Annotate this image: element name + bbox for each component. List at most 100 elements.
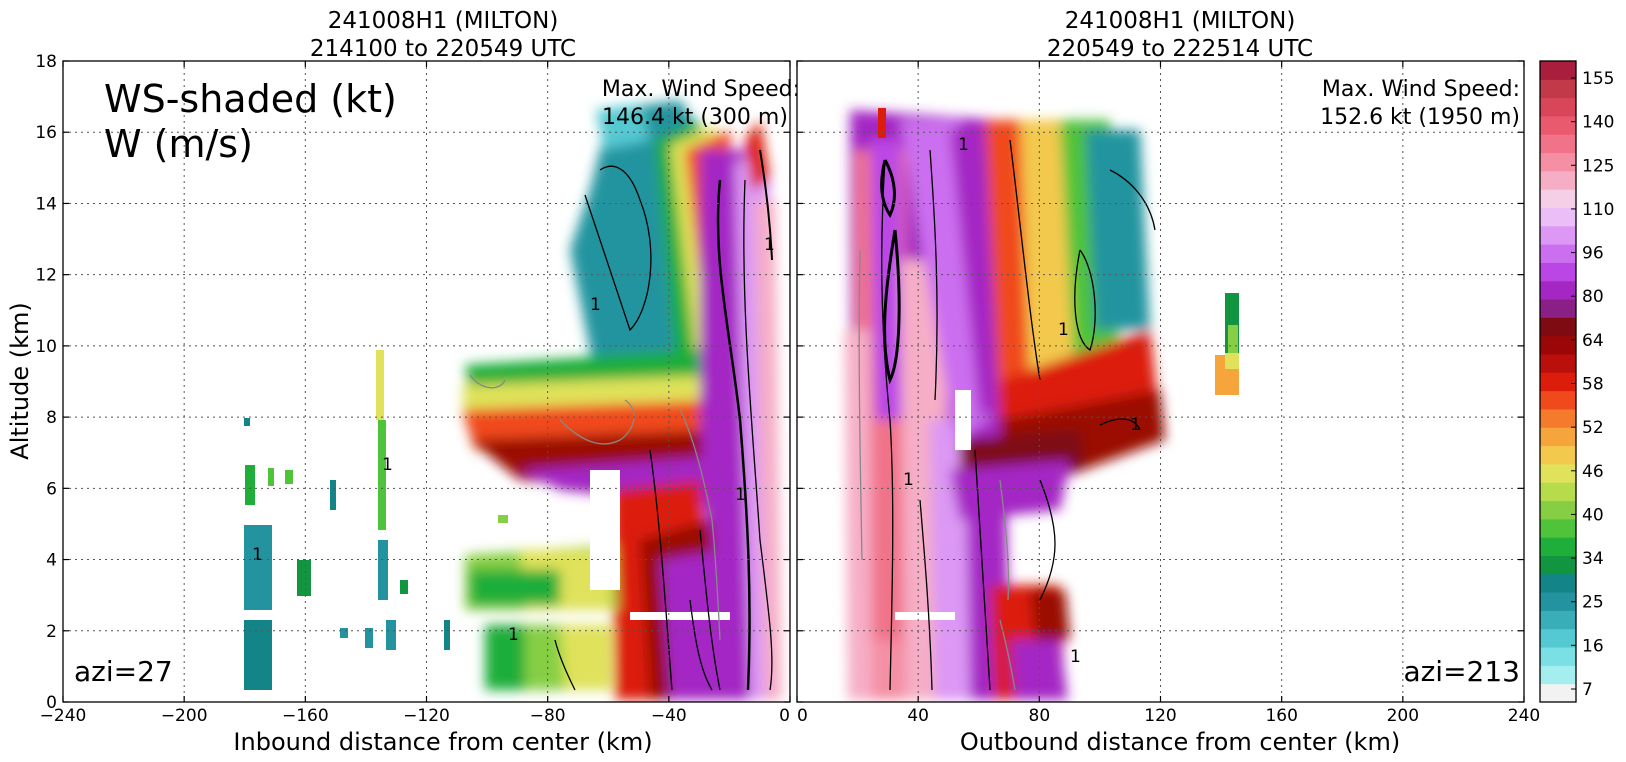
colorbar-label: 155 [1582, 69, 1614, 89]
svg-text:1: 1 [1070, 647, 1081, 667]
colorbar-band [1540, 610, 1576, 630]
left-w-contours-negative [469, 374, 721, 641]
y-tick-label: 0 [46, 693, 57, 713]
right-panel: 241008H1 (MILTON) 220549 to 222514 UTC [796, 8, 1540, 756]
left-x-tick-label: −80 [530, 706, 566, 726]
svg-text:1: 1 [735, 485, 746, 505]
right-x-tick-label: 40 [907, 706, 929, 726]
colorbar-label: 52 [1582, 418, 1604, 438]
right-x-tick-label: 120 [1144, 706, 1176, 726]
svg-text:1: 1 [252, 545, 263, 565]
right-w-contours-negative [858, 249, 1016, 691]
colorbar-label: 40 [1582, 505, 1604, 525]
colorbar-label: 80 [1582, 287, 1604, 307]
colorbar-band [1540, 61, 1576, 80]
colorbar-label: 96 [1582, 244, 1604, 264]
colorbar-frame [1539, 60, 1577, 703]
right-x-tick-label: 200 [1387, 706, 1419, 726]
y-tick-label: 18 [35, 52, 57, 72]
svg-text:1: 1 [1058, 320, 1069, 340]
colorbar-band [1540, 244, 1576, 263]
svg-text:1: 1 [590, 295, 601, 315]
colorbar-band [1540, 592, 1576, 611]
y-tick-label: 16 [35, 123, 57, 143]
colorbar-band [1540, 445, 1576, 465]
left-w-contours [554, 149, 773, 691]
colorbar-band [1540, 628, 1576, 648]
y-tick-label: 8 [46, 408, 57, 428]
left-contour-labels: 1 1 1 1 1 1 [252, 235, 775, 645]
colorbar-label: 58 [1582, 375, 1604, 395]
colorbar-label: 16 [1582, 636, 1604, 656]
colorbar-band [1540, 573, 1576, 593]
svg-text:1: 1 [903, 470, 914, 490]
y-tick-label: 2 [46, 622, 57, 642]
right-contour-labels: 1 1 1 1 1 [903, 135, 1141, 667]
colorbar-band [1540, 537, 1576, 556]
colorbar-band [1540, 683, 1576, 703]
svg-text:1: 1 [958, 135, 969, 155]
colorbar-band [1540, 97, 1576, 117]
svg-text:1: 1 [1130, 415, 1141, 435]
right-grid [797, 61, 1524, 702]
colorbar-label: 140 [1582, 113, 1614, 133]
left-max-wind-line1: Max. Wind Speed: [602, 77, 800, 102]
colorbar-labels: 155 140 125 110 96 80 64 58 52 46 40 34 25 16 7 [1571, 69, 1614, 700]
colorbar-band [1540, 463, 1576, 483]
colorbar-band [1540, 207, 1576, 227]
colorbar-label: 125 [1582, 156, 1614, 176]
colorbar-band [1540, 390, 1576, 410]
right-wind-field: 1 1 1 1 1 [845, 108, 1239, 700]
colorbar-label: 110 [1582, 200, 1614, 220]
right-max-wind-line1: Max. Wind Speed: [1322, 77, 1520, 102]
svg-text:1: 1 [764, 235, 775, 255]
colorbar-band [1540, 225, 1576, 245]
left-title-line1: 241008H1 (MILTON) [328, 8, 559, 34]
right-x-tick-label: 160 [1265, 706, 1297, 726]
left-x-tick-label: −40 [651, 706, 687, 726]
colorbar-label: 34 [1582, 549, 1604, 569]
left-title-line2: 214100 to 220549 UTC [310, 36, 576, 62]
left-max-wind-line2: 146.4 kt (300 m) [602, 105, 788, 130]
colorbar: 155 140 125 110 96 80 64 58 52 46 40 34 25 16 7 [1539, 60, 1614, 703]
colorbar-band [1540, 354, 1576, 373]
colorbar-label: 7 [1582, 680, 1593, 700]
colorbar-label: 46 [1582, 462, 1604, 482]
colorbar-band [1540, 518, 1576, 538]
left-x-tick-label: 0 [779, 706, 790, 726]
colorbar-band [1540, 280, 1576, 300]
svg-text:1: 1 [508, 625, 519, 645]
colorbar-band [1540, 134, 1576, 154]
y-tick-label: 10 [35, 337, 57, 357]
right-title-line1: 241008H1 (MILTON) [1065, 8, 1296, 34]
colorbar-band [1540, 79, 1576, 99]
colorbar-band [1540, 317, 1576, 337]
colorbar-band [1540, 555, 1576, 575]
colorbar-band [1540, 115, 1576, 135]
colorbar-band [1540, 500, 1576, 520]
colorbar-band [1540, 665, 1576, 685]
colorbar-band [1540, 647, 1576, 666]
left-overlay-label-1: WS-shaded (kt) [104, 77, 397, 121]
y-axis-label: Altitude (km) [6, 302, 34, 459]
colorbar-band [1540, 427, 1576, 447]
colorbar-band [1540, 335, 1576, 355]
y-tick-label: 4 [46, 551, 57, 571]
left-wind-field: 1 1 1 1 1 1 [244, 100, 782, 700]
colorbar-label: 25 [1582, 593, 1604, 613]
colorbar-band [1540, 482, 1576, 502]
colorbar-band [1540, 408, 1576, 428]
left-ticks: −240 −200 −160 −120 −80 −40 0 0 2 4 6 8 10 12 14 16 18 [35, 52, 791, 726]
right-title-line2: 220549 to 222514 UTC [1047, 36, 1313, 62]
left-x-tick-label: −240 [40, 706, 87, 726]
right-x-axis-label: Outbound distance from center (km) [960, 728, 1400, 756]
right-x-tick-label: 240 [1508, 706, 1540, 726]
colorbar-band [1540, 189, 1576, 209]
svg-text:1: 1 [382, 455, 393, 475]
right-w-contours [880, 139, 1156, 691]
left-azimuth-label: azi=27 [74, 655, 173, 688]
right-x-tick-label: 0 [797, 706, 808, 726]
left-x-axis-label: Inbound distance from center (km) [233, 728, 652, 756]
right-isolated-echo [1215, 293, 1239, 395]
